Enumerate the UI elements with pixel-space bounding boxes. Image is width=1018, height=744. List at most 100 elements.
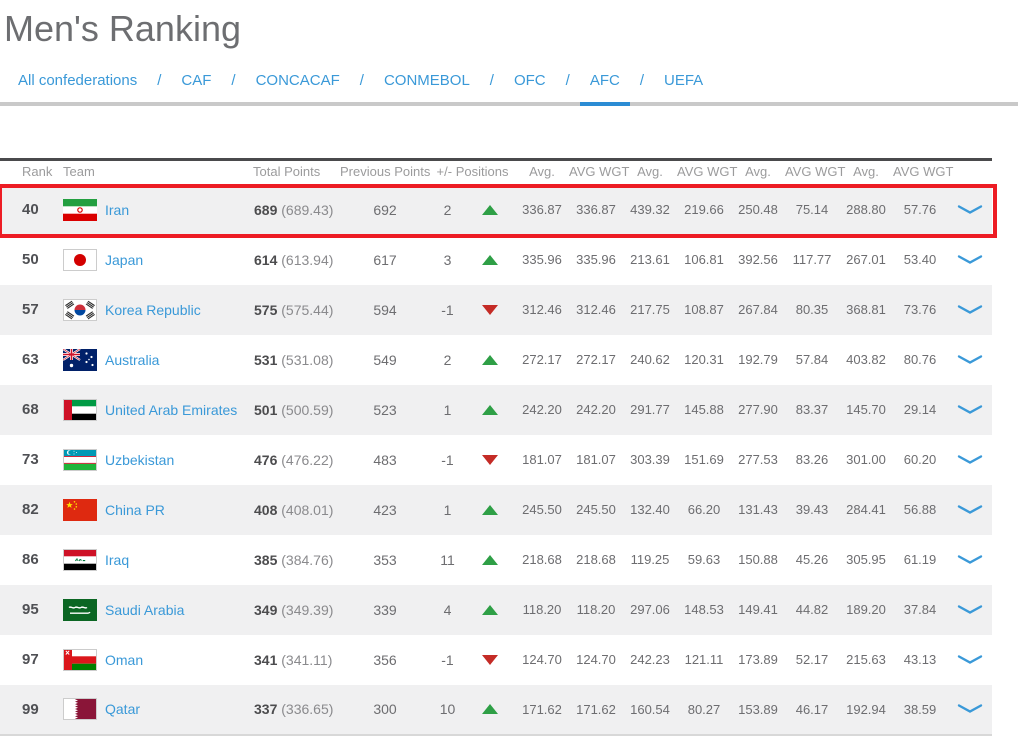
team-cell: Australia: [55, 335, 253, 385]
team-link[interactable]: Saudi Arabia: [105, 601, 185, 618]
col-header-stat-5: AVG WGT: [785, 163, 846, 179]
stat-cell: 368.81: [846, 302, 886, 317]
team-link[interactable]: Qatar: [105, 701, 141, 717]
trend-up-icon: [482, 354, 498, 365]
total-points-cell: 337 (336.65): [253, 685, 340, 735]
position-change-cell: -1: [441, 301, 454, 318]
col-header-stat-6: Avg.: [853, 163, 879, 179]
chevron-down-icon[interactable]: [957, 454, 983, 465]
trend-cell: [465, 385, 515, 435]
chevron-down-icon[interactable]: [957, 304, 983, 315]
stat-cell: 145.70: [846, 402, 886, 417]
tab-uefa[interactable]: UEFA: [663, 72, 704, 89]
stat-cell: 250.48: [738, 202, 778, 217]
chevron-down-icon[interactable]: [957, 554, 983, 565]
stat-cell: 80.27: [687, 701, 721, 717]
chevron-down-icon[interactable]: [957, 604, 983, 615]
team-link[interactable]: Korea Republic: [105, 301, 201, 318]
table-row: 97 Oman 341 (341.11) 356 -1 124.70 124.70 242.2…: [0, 635, 992, 685]
previous-points-cell: 300: [373, 701, 397, 717]
stat-cell: 392.56: [738, 252, 778, 267]
table-row: 68 United Arab Emirates 501 (500.59) 523 1 24…: [0, 384, 992, 435]
stat-cell: 66.20: [687, 502, 721, 517]
total-points-cell: 349 (349.39): [253, 585, 340, 635]
expand-cell: [947, 285, 992, 335]
expand-cell: [947, 235, 992, 285]
rank-cell: 63: [22, 351, 39, 368]
col-header-stat-2: Avg.: [637, 163, 663, 179]
trend-down-icon: [482, 304, 498, 315]
stat-cell: 46.17: [795, 701, 829, 717]
team-link[interactable]: United Arab Emirates: [105, 401, 238, 418]
stat-cell: 75.14: [795, 202, 829, 217]
total-points-cell: 531 (531.08): [253, 335, 340, 385]
chevron-down-icon[interactable]: [957, 404, 983, 415]
trend-up-icon: [482, 604, 498, 615]
stat-cell: 242.23: [630, 652, 670, 667]
trend-cell: [465, 585, 515, 635]
tab-afc[interactable]: AFC: [579, 72, 630, 106]
stat-cell: 150.88: [738, 552, 778, 567]
chevron-down-icon[interactable]: [957, 654, 983, 665]
stat-cell: 277.90: [738, 402, 778, 417]
tab-conmebol[interactable]: CONMEBOL: [383, 72, 470, 89]
stat-cell: 73.76: [903, 302, 937, 317]
tab-ofc[interactable]: OFC: [513, 72, 546, 89]
stat-cell: 29.14: [903, 402, 937, 417]
nav-separator: /: [489, 72, 494, 89]
nav-separator: /: [231, 72, 236, 89]
chevron-down-icon[interactable]: [957, 703, 983, 714]
iran-flag: [63, 198, 97, 221]
trend-up-icon: [482, 404, 498, 415]
stat-cell: 297.06: [630, 602, 670, 617]
team-link[interactable]: Oman: [105, 651, 144, 668]
team-link[interactable]: Australia: [105, 351, 160, 368]
col-header-team: Team: [63, 163, 95, 179]
team-link[interactable]: Iran: [105, 201, 130, 218]
trend-cell: [465, 185, 515, 235]
trend-cell: [465, 485, 515, 535]
tab-all-confederations[interactable]: All confederations: [18, 72, 138, 89]
table-row: 73 Uzbekistan 476 (476.22) 483 -1 181.07 181.0…: [0, 435, 992, 485]
col-header-positions: +/- Positions: [436, 163, 509, 179]
total-points-exact: (613.94): [281, 251, 334, 268]
page-title: Men's Ranking: [4, 8, 241, 49]
stat-cell: 272.17: [576, 352, 616, 367]
total-points-cell: 614 (613.94): [253, 235, 340, 285]
chevron-down-icon[interactable]: [957, 204, 983, 215]
trend-cell: [465, 285, 515, 335]
col-header-expand: [947, 160, 992, 185]
table-row: 82 China PR 408 (408.01) 423 1 245.50 245.50 13…: [0, 484, 992, 535]
team-link[interactable]: Uzbekistan: [105, 451, 175, 468]
tab-caf[interactable]: CAF: [181, 72, 212, 89]
position-change-cell: -1: [441, 451, 454, 468]
col-header-stat-7: AVG WGT: [893, 163, 954, 179]
total-points-exact: (336.65): [281, 701, 334, 717]
chevron-down-icon[interactable]: [957, 354, 983, 365]
rank-cell: 73: [22, 451, 39, 468]
trend-up-icon: [482, 554, 498, 565]
team-link[interactable]: Japan: [105, 251, 144, 268]
total-points-exact: (531.08): [281, 351, 334, 368]
china-pr-flag: [63, 498, 97, 521]
stat-cell: 173.89: [738, 652, 778, 667]
trend-up-icon: [482, 504, 498, 515]
team-cell: China PR: [55, 485, 253, 535]
col-header-stat-0: Avg.: [529, 163, 555, 179]
col-header-stat-3: AVG WGT: [677, 163, 738, 179]
chevron-down-icon[interactable]: [957, 504, 983, 515]
iraq-flag: [63, 548, 97, 571]
stat-cell: 277.53: [738, 452, 778, 467]
chevron-down-icon[interactable]: [957, 254, 983, 265]
total-points-value: 531: [254, 351, 278, 368]
total-points-value: 408: [254, 501, 278, 518]
team-link[interactable]: Iraq: [105, 551, 130, 568]
tab-concacaf[interactable]: CONCACAF: [255, 72, 340, 89]
team-cell: Uzbekistan: [55, 435, 253, 485]
stat-cell: 312.46: [576, 302, 616, 317]
stat-cell: 305.95: [846, 552, 886, 567]
col-header-total-points: Total Points: [253, 163, 321, 179]
total-points-exact: (341.11): [281, 651, 333, 668]
rank-cell: 68: [22, 401, 39, 418]
team-link[interactable]: China PR: [105, 501, 165, 518]
